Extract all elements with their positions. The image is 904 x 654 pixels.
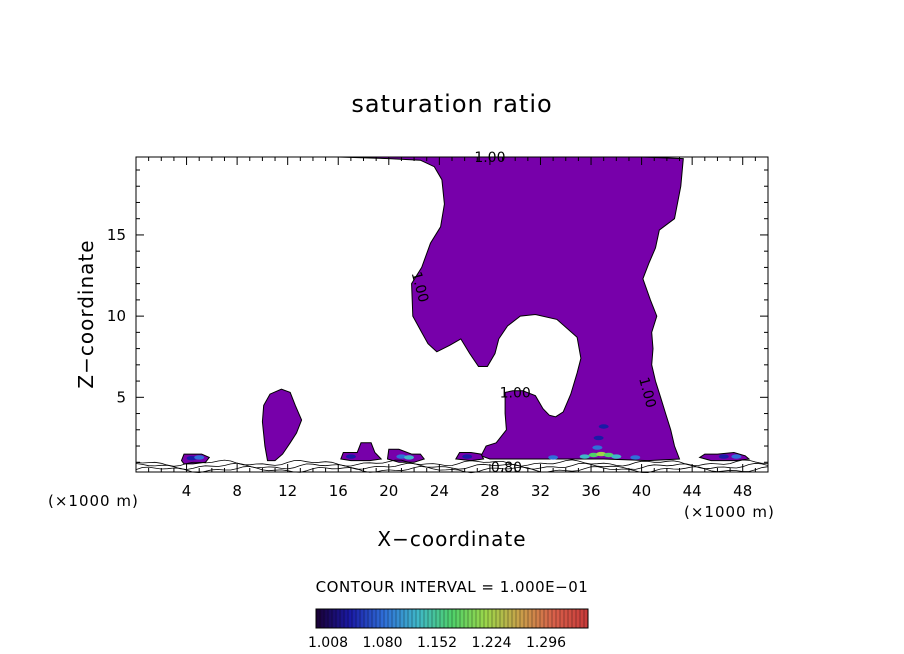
spot-13 xyxy=(593,435,604,441)
region-small-cloud xyxy=(261,388,303,462)
spot-15 xyxy=(630,455,641,460)
x-tick-label: 24 xyxy=(430,482,449,500)
colorbar-tick-label: 1.080 xyxy=(362,635,402,651)
x-axis-label: X−coordinate xyxy=(377,527,526,551)
spot-9 xyxy=(596,451,607,457)
spot-3 xyxy=(396,454,407,459)
contour-label-2: 1.00 xyxy=(500,385,531,401)
x-tick-label: 40 xyxy=(632,482,651,500)
contour-label-1: 1.00 xyxy=(408,270,432,304)
colorbar-tick-label: 1.008 xyxy=(308,635,348,651)
x-tick-label: 36 xyxy=(581,482,600,500)
colorbar-frame xyxy=(315,608,589,629)
x-tick-label: 16 xyxy=(329,482,348,500)
spot-16 xyxy=(718,454,729,459)
colorbar-tick-labels: 1.008 1.080 1.152 1.224 1.296 xyxy=(308,635,566,651)
contour-interval-label: CONTOUR INTERVAL = 1.000E−01 xyxy=(316,578,589,596)
x-tick-label: 4 xyxy=(182,482,192,500)
y-tick-label: 10 xyxy=(107,307,126,325)
region-main-plume xyxy=(307,156,684,462)
x-tick-label: 32 xyxy=(531,482,550,500)
x-tick-label: 48 xyxy=(733,482,752,500)
colorbar-stripes xyxy=(319,609,585,628)
y-axis-label: Z−coordinate xyxy=(74,239,98,388)
colorbar-tick-label: 1.224 xyxy=(471,635,511,651)
contour-fill-regions xyxy=(180,156,751,465)
x-tick-label: 8 xyxy=(232,482,242,500)
spot-6 xyxy=(548,455,559,460)
x-tick-label: 20 xyxy=(379,482,398,500)
spot-4 xyxy=(404,455,414,460)
contour-label-4: 0.80 xyxy=(491,460,522,476)
spot-12 xyxy=(592,445,603,450)
x-tick-label: 28 xyxy=(480,482,499,500)
spot-7 xyxy=(579,454,590,459)
spot-10 xyxy=(603,452,614,458)
low-contour-2 xyxy=(135,459,768,467)
spot-0 xyxy=(186,456,197,461)
x-unit-label-right: (×1000 m) xyxy=(684,503,775,521)
spot-14 xyxy=(598,424,609,429)
colorbar-tick-label: 1.152 xyxy=(417,635,457,651)
contour-labels: 1.001.001.00 1.000.80 xyxy=(408,150,659,476)
x-unit-label-left: (×1000 m) xyxy=(48,492,139,510)
spot-8 xyxy=(588,452,599,458)
high-saturation-spots xyxy=(186,424,742,461)
region-blob-18 xyxy=(340,442,383,462)
spot-11 xyxy=(611,454,622,459)
x-tick-label: 44 xyxy=(683,482,702,500)
colorbar-tick-label: 1.296 xyxy=(526,635,566,651)
x-tick-label: 12 xyxy=(278,482,297,500)
y-tick-label: 5 xyxy=(116,388,126,406)
y-tick-label: 15 xyxy=(107,226,126,244)
spot-2 xyxy=(345,454,356,459)
x-axis-ticks: 4 8 12 16 20 24 28 32 36 40 44 48 xyxy=(148,157,756,500)
chart-title: saturation ratio xyxy=(351,90,552,118)
y-axis-ticks: 5 10 15 xyxy=(107,169,768,463)
spot-17 xyxy=(731,454,742,459)
spot-5 xyxy=(462,454,473,459)
spot-1 xyxy=(194,455,205,460)
contour-label-3: 1.00 xyxy=(635,376,659,410)
